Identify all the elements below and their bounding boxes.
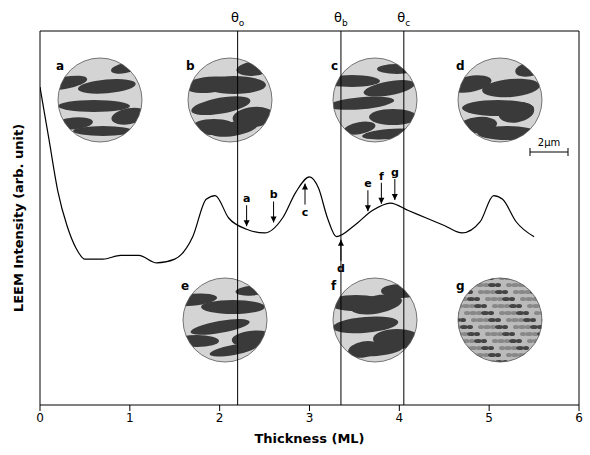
svg-text:2μm: 2μm (538, 137, 560, 148)
svg-text:g: g (456, 279, 465, 293)
svg-text:0: 0 (36, 411, 44, 425)
svg-text:3: 3 (306, 411, 314, 425)
svg-text:LEEM Intensity (arb. unit): LEEM Intensity (arb. unit) (11, 124, 26, 312)
svg-text:c: c (302, 206, 309, 219)
svg-text:4: 4 (396, 411, 404, 425)
svg-text:f: f (379, 170, 384, 183)
svg-text:θc: θc (397, 10, 410, 28)
svg-text:1: 1 (126, 411, 134, 425)
svg-text:θo: θo (231, 10, 245, 28)
svg-text:f: f (331, 279, 337, 293)
svg-text:b: b (270, 188, 278, 201)
svg-text:g: g (391, 166, 399, 179)
svg-text:c: c (331, 59, 338, 73)
svg-text:Thickness (ML): Thickness (ML) (254, 431, 364, 446)
svg-text:6: 6 (575, 411, 583, 425)
svg-text:e: e (364, 177, 371, 190)
svg-text:a: a (243, 192, 250, 205)
svg-text:5: 5 (485, 411, 493, 425)
svg-text:e: e (181, 279, 189, 293)
svg-text:d: d (337, 262, 345, 275)
svg-text:d: d (456, 59, 465, 73)
svg-text:2: 2 (216, 411, 224, 425)
svg-text:a: a (56, 59, 64, 73)
svg-text:θb: θb (334, 10, 348, 28)
svg-text:b: b (186, 59, 195, 73)
